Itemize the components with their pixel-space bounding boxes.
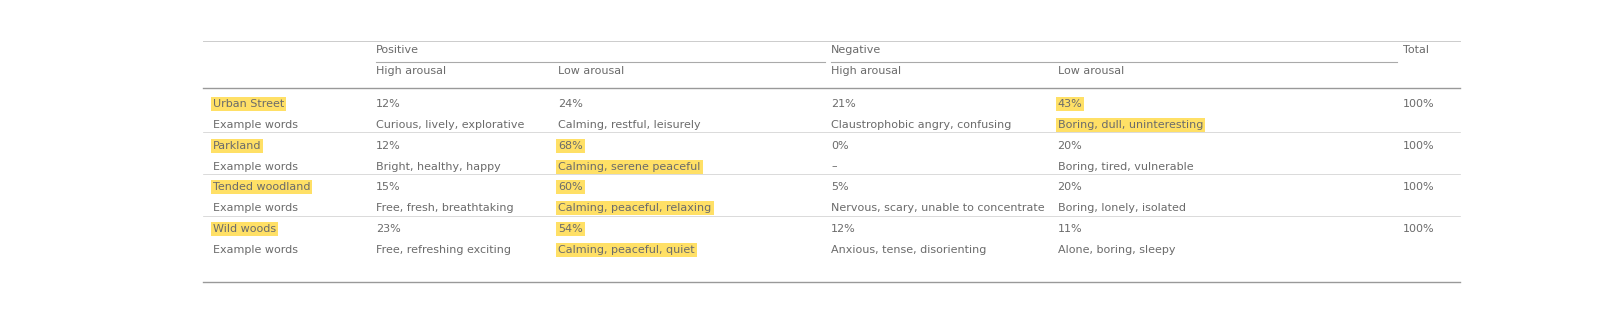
Text: Calming, serene peaceful: Calming, serene peaceful	[558, 161, 701, 171]
Text: Calming, peaceful, relaxing: Calming, peaceful, relaxing	[558, 203, 712, 213]
Text: 60%: 60%	[558, 182, 584, 192]
Text: Example words: Example words	[212, 120, 298, 130]
Text: 24%: 24%	[558, 99, 584, 109]
Text: 54%: 54%	[558, 224, 584, 234]
Text: Example words: Example words	[212, 203, 298, 213]
Text: 43%: 43%	[1058, 99, 1082, 109]
Text: 15%: 15%	[376, 182, 401, 192]
Text: 12%: 12%	[376, 141, 401, 151]
Text: Boring, lonely, isolated: Boring, lonely, isolated	[1058, 203, 1186, 213]
Text: Free, fresh, breathtaking: Free, fresh, breathtaking	[376, 203, 514, 213]
Text: 5%: 5%	[830, 182, 848, 192]
Text: 21%: 21%	[830, 99, 856, 109]
Text: Alone, boring, sleepy: Alone, boring, sleepy	[1058, 245, 1174, 255]
Text: Anxious, tense, disorienting: Anxious, tense, disorienting	[830, 245, 986, 255]
Text: High arousal: High arousal	[376, 66, 446, 76]
Text: 12%: 12%	[376, 99, 401, 109]
Text: Calming, restful, leisurely: Calming, restful, leisurely	[558, 120, 701, 130]
Text: 20%: 20%	[1058, 141, 1082, 151]
Text: Bright, healthy, happy: Bright, healthy, happy	[376, 161, 501, 171]
Text: Wild woods: Wild woods	[212, 224, 276, 234]
Text: Low arousal: Low arousal	[1058, 66, 1124, 76]
Text: 100%: 100%	[1403, 99, 1435, 109]
Text: 100%: 100%	[1403, 141, 1435, 151]
Text: Tended woodland: Tended woodland	[212, 182, 310, 192]
Text: Boring, dull, uninteresting: Boring, dull, uninteresting	[1058, 120, 1204, 130]
Text: Total: Total	[1403, 45, 1429, 55]
Text: Calming, peaceful, quiet: Calming, peaceful, quiet	[558, 245, 696, 255]
Text: 100%: 100%	[1403, 182, 1435, 192]
Text: Nervous, scary, unable to concentrate: Nervous, scary, unable to concentrate	[830, 203, 1045, 213]
Text: Low arousal: Low arousal	[558, 66, 624, 76]
Text: Example words: Example words	[212, 161, 298, 171]
Text: Claustrophobic angry, confusing: Claustrophobic angry, confusing	[830, 120, 1012, 130]
Text: 12%: 12%	[830, 224, 856, 234]
Text: Curious, lively, explorative: Curious, lively, explorative	[376, 120, 524, 130]
Text: Negative: Negative	[830, 45, 881, 55]
Text: 11%: 11%	[1058, 224, 1082, 234]
Text: 20%: 20%	[1058, 182, 1082, 192]
Text: 100%: 100%	[1403, 224, 1435, 234]
Text: Boring, tired, vulnerable: Boring, tired, vulnerable	[1058, 161, 1194, 171]
Text: –: –	[830, 161, 837, 171]
Text: High arousal: High arousal	[830, 66, 902, 76]
Text: Free, refreshing exciting: Free, refreshing exciting	[376, 245, 511, 255]
Text: Urban Street: Urban Street	[212, 99, 284, 109]
Text: Example words: Example words	[212, 245, 298, 255]
Text: 0%: 0%	[830, 141, 848, 151]
Text: Positive: Positive	[376, 45, 418, 55]
Text: 23%: 23%	[376, 224, 401, 234]
Text: Parkland: Parkland	[212, 141, 261, 151]
Text: 68%: 68%	[558, 141, 584, 151]
